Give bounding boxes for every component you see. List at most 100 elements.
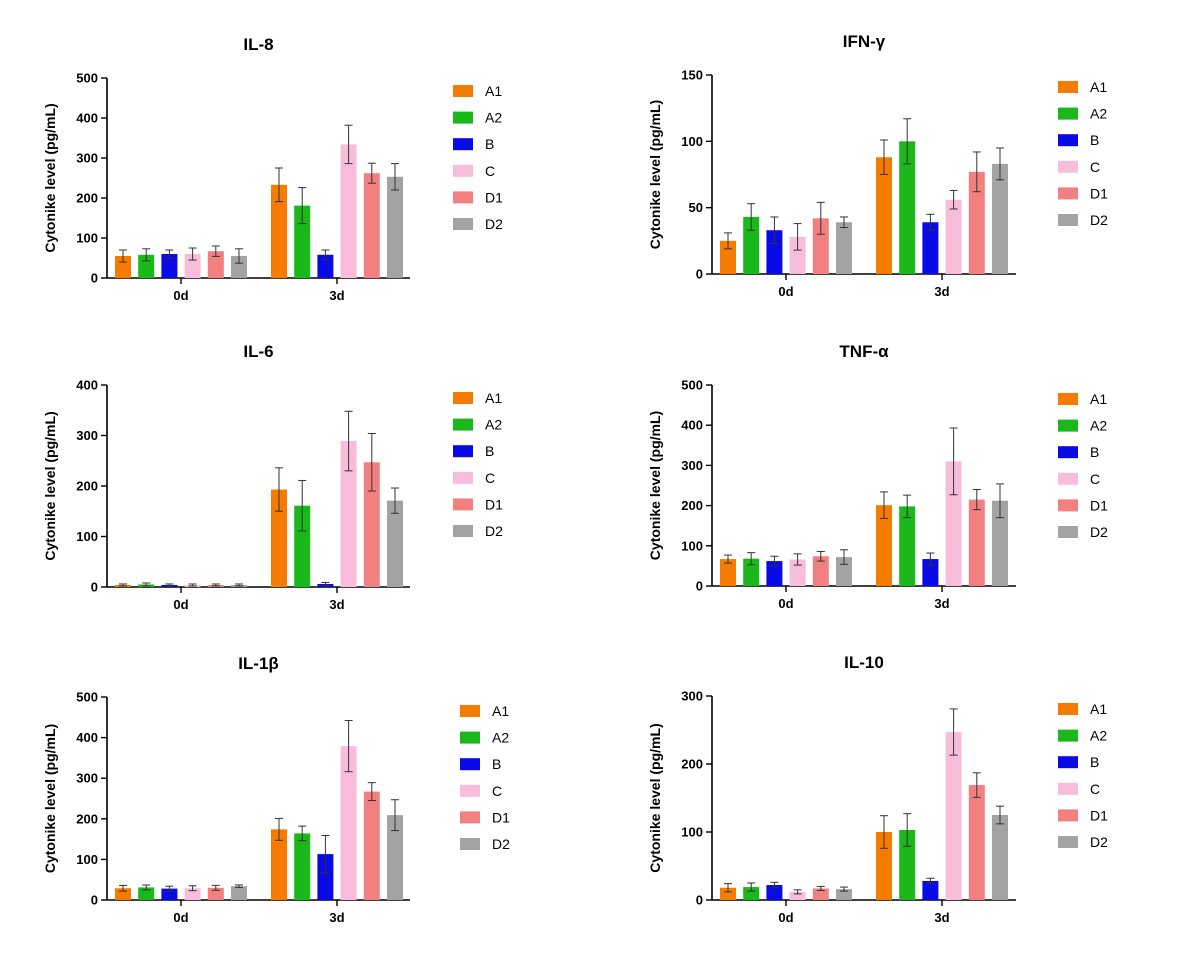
legend-swatch-C bbox=[1058, 472, 1078, 485]
bar-D2-3d bbox=[992, 500, 1008, 586]
legend-swatch-B bbox=[1058, 446, 1078, 459]
legend-label-A1: A1 bbox=[1090, 79, 1107, 95]
legend-swatch-A2 bbox=[1058, 419, 1078, 432]
legend-swatch-D2 bbox=[1058, 214, 1078, 226]
bar-C-0d bbox=[789, 236, 806, 274]
legend-swatch-A1 bbox=[453, 392, 473, 404]
legend-label-A2: A2 bbox=[492, 730, 509, 746]
legend-swatch-D1 bbox=[453, 191, 473, 204]
y-tick-label: 300 bbox=[76, 428, 98, 443]
bar-D2-0d bbox=[836, 889, 852, 900]
bar-A2-0d bbox=[743, 887, 760, 900]
y-tick-label: 150 bbox=[681, 68, 703, 83]
x-tick-label-0d: 0d bbox=[173, 597, 188, 612]
y-tick-label: 500 bbox=[76, 690, 98, 705]
chart-title: IFN-γ bbox=[843, 32, 886, 51]
bar-A2-3d bbox=[294, 833, 311, 900]
bar-D2-3d bbox=[992, 163, 1008, 274]
chart-title: IL-6 bbox=[243, 342, 273, 361]
y-tick-label: 300 bbox=[76, 151, 98, 166]
legend-swatch-D1 bbox=[1058, 809, 1078, 822]
legend-swatch-A1 bbox=[460, 705, 480, 717]
bar-D1-3d bbox=[968, 171, 985, 274]
legend-swatch-C bbox=[1058, 782, 1078, 795]
y-tick-label: 100 bbox=[76, 529, 98, 544]
bar-A1-0d bbox=[115, 888, 131, 900]
y-tick-label: 500 bbox=[76, 71, 98, 86]
bar-A1-0d bbox=[720, 887, 736, 900]
bar-B-0d bbox=[766, 885, 783, 900]
legend-swatch-A2 bbox=[1058, 729, 1078, 742]
x-tick-label-0d: 0d bbox=[778, 596, 793, 611]
bar-D2-3d bbox=[992, 815, 1008, 900]
bar-A1-3d bbox=[876, 832, 892, 900]
chart-title: IL-10 bbox=[844, 653, 884, 672]
legend-label-B: B bbox=[1090, 444, 1099, 460]
legend-swatch-D1 bbox=[1058, 499, 1078, 512]
y-tick-label: 300 bbox=[681, 458, 703, 473]
bar-C-3d bbox=[340, 144, 357, 278]
legend-swatch-D1 bbox=[453, 498, 473, 511]
legend-swatch-B bbox=[453, 138, 473, 151]
bar-B-3d bbox=[922, 222, 939, 274]
legend-swatch-C bbox=[453, 471, 473, 484]
bar-C-3d bbox=[945, 199, 962, 274]
bar-A2-0d bbox=[743, 216, 760, 274]
legend-label-A2: A2 bbox=[1090, 106, 1107, 122]
legend-swatch-B bbox=[1058, 756, 1078, 769]
x-tick-label-0d: 0d bbox=[173, 910, 188, 925]
y-tick-label: 400 bbox=[681, 418, 703, 433]
y-tick-label: 0 bbox=[696, 893, 703, 908]
y-axis-label: Cytonike level (pg/mL) bbox=[647, 100, 663, 249]
bar-D1-0d bbox=[812, 888, 829, 900]
bar-D2-3d bbox=[387, 500, 403, 587]
legend-label-D2: D2 bbox=[1090, 524, 1108, 540]
x-tick-label-3d: 3d bbox=[934, 284, 949, 299]
legend-swatch-B bbox=[460, 758, 480, 771]
bar-A1-3d bbox=[271, 489, 287, 587]
legend-label-A1: A1 bbox=[492, 703, 509, 719]
bar-B-0d bbox=[766, 230, 783, 274]
x-tick-label-3d: 3d bbox=[329, 910, 344, 925]
y-tick-label: 50 bbox=[689, 200, 703, 215]
y-tick-label: 100 bbox=[681, 538, 703, 553]
bar-C-3d bbox=[945, 461, 962, 586]
y-tick-label: 100 bbox=[76, 852, 98, 867]
x-tick-label-3d: 3d bbox=[934, 910, 949, 925]
y-axis-label: Cytonike level (pg/mL) bbox=[647, 411, 663, 560]
legend-label-A2: A2 bbox=[1090, 728, 1107, 744]
bar-D1-3d bbox=[968, 499, 985, 586]
legend-label-A2: A2 bbox=[485, 110, 502, 126]
legend-label-C: C bbox=[1090, 159, 1100, 175]
legend: A1 A2 BC D1 D2 bbox=[453, 390, 503, 539]
legend-label-D1: D1 bbox=[1090, 497, 1108, 513]
legend: A1 A2 BC D1 D2 bbox=[1058, 79, 1108, 228]
x-tick-label-0d: 0d bbox=[778, 284, 793, 299]
bar-B-0d bbox=[161, 254, 178, 278]
x-tick-label-3d: 3d bbox=[329, 597, 344, 612]
y-tick-label: 500 bbox=[681, 378, 703, 393]
legend-label-D2: D2 bbox=[485, 523, 503, 539]
legend-label-C: C bbox=[1090, 471, 1100, 487]
legend: A1 A2 BC D1 D2 bbox=[1058, 701, 1108, 850]
legend-label-A1: A1 bbox=[485, 390, 502, 406]
y-tick-label: 400 bbox=[76, 378, 98, 393]
legend-swatch-C bbox=[453, 164, 473, 177]
bar-B-3d bbox=[922, 559, 939, 586]
legend-swatch-A2 bbox=[453, 111, 473, 124]
legend-swatch-D1 bbox=[1058, 187, 1078, 200]
legend-swatch-D2 bbox=[460, 838, 480, 850]
legend-label-A1: A1 bbox=[1090, 701, 1107, 717]
bar-A2-0d bbox=[743, 558, 760, 586]
bar-D1-3d bbox=[363, 173, 380, 278]
chart-panel-ifn-gamma: IFN-γ Cytonike level (pg/mL) 0 50 100 150 0d 3d… bbox=[647, 32, 1108, 299]
legend-swatch-D2 bbox=[1058, 526, 1078, 538]
bar-C-0d bbox=[184, 888, 201, 900]
bar-D2-0d bbox=[836, 222, 852, 274]
bar-D1-3d bbox=[363, 791, 380, 900]
legend: A1 A2 BC D1 D2 bbox=[460, 703, 510, 852]
bar-D2-3d bbox=[387, 176, 403, 278]
bar-B-3d bbox=[317, 854, 334, 900]
legend-swatch-A1 bbox=[1058, 393, 1078, 405]
